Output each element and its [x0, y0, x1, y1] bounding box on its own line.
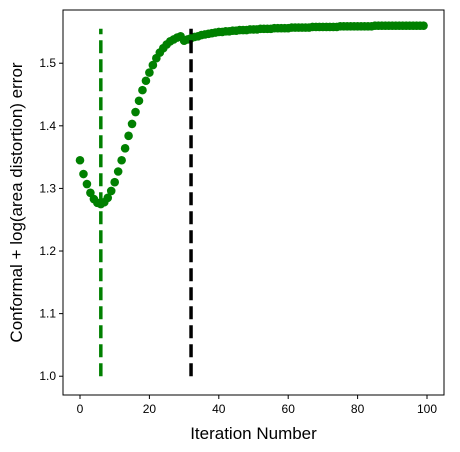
- x-tick-label: 60: [282, 402, 296, 416]
- y-axis-label: Conformal + log(area distortion) error: [7, 62, 26, 342]
- x-axis-ticks: 0 20 40 60 80 100: [77, 395, 437, 416]
- y-tick-label: 1.2: [39, 244, 56, 258]
- y-tick-label: 1.3: [39, 181, 56, 195]
- data-point: [82, 179, 92, 189]
- y-tick-label: 1.0: [39, 369, 56, 383]
- data-point: [120, 144, 130, 153]
- x-tick-label: 0: [77, 402, 84, 416]
- data-point: [113, 167, 123, 176]
- y-tick-label: 1.4: [39, 119, 56, 133]
- data-point: [148, 60, 158, 70]
- x-tick-label: 100: [417, 402, 437, 416]
- data-point: [106, 186, 116, 196]
- data-point: [419, 21, 428, 30]
- y-tick-label: 1.1: [39, 307, 56, 321]
- data-point: [127, 119, 137, 129]
- data-point: [134, 96, 144, 106]
- data-point: [141, 76, 151, 86]
- data-point: [138, 85, 147, 95]
- y-tick-label: 1.5: [39, 56, 56, 70]
- chart-marks: [75, 21, 428, 377]
- data-point: [117, 155, 126, 165]
- x-tick-label: 80: [351, 402, 365, 416]
- y-axis-ticks: 1.0 1.1 1.2 1.3 1.4 1.5: [39, 56, 63, 383]
- data-point: [75, 155, 85, 165]
- x-axis-label: Iteration Number: [190, 424, 317, 443]
- data-point: [145, 68, 154, 77]
- data-point: [124, 131, 133, 141]
- data-point: [103, 193, 113, 203]
- data-point: [131, 107, 140, 117]
- x-tick-label: 20: [143, 402, 157, 416]
- data-point: [86, 188, 95, 198]
- plot-frame: [62, 9, 445, 396]
- x-tick-label: 40: [212, 402, 226, 416]
- data-point: [79, 169, 88, 179]
- data-point: [110, 177, 119, 187]
